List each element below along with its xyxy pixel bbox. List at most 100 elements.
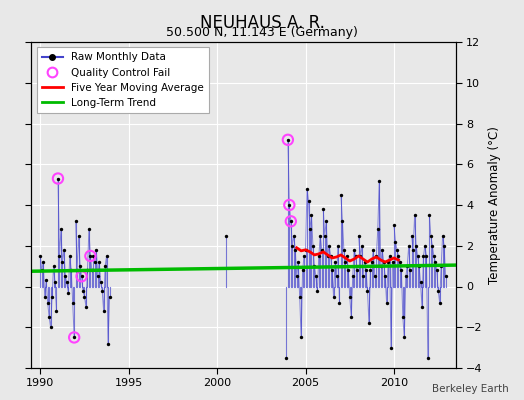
Point xyxy=(71,218,80,224)
Point xyxy=(384,259,392,265)
Point xyxy=(427,232,435,239)
Point xyxy=(356,253,364,259)
Point xyxy=(391,238,400,245)
Point xyxy=(297,334,305,341)
Point xyxy=(412,242,420,249)
Point xyxy=(82,304,90,310)
Point xyxy=(387,344,395,351)
Point xyxy=(287,218,295,224)
Point xyxy=(322,218,331,224)
Point xyxy=(104,340,112,347)
Point xyxy=(413,253,422,259)
Point xyxy=(383,300,391,306)
Point xyxy=(47,324,55,330)
Point xyxy=(344,267,353,274)
Point xyxy=(298,267,307,274)
Point xyxy=(60,247,68,253)
Point xyxy=(350,247,358,253)
Point xyxy=(432,267,441,274)
Point xyxy=(52,308,61,314)
Point xyxy=(86,253,94,259)
Point xyxy=(307,212,315,218)
Point xyxy=(368,259,376,265)
Point xyxy=(375,177,384,184)
Point xyxy=(434,287,442,294)
Point xyxy=(343,253,351,259)
Point xyxy=(431,259,440,265)
Point xyxy=(283,137,292,143)
Point xyxy=(222,232,230,239)
Point xyxy=(335,300,344,306)
Point xyxy=(401,273,410,280)
Point xyxy=(51,279,59,286)
Point xyxy=(363,287,372,294)
Point xyxy=(79,287,87,294)
Point xyxy=(435,300,444,306)
Point xyxy=(313,287,322,294)
Point xyxy=(64,290,72,296)
Point xyxy=(379,259,388,265)
Point xyxy=(306,226,314,233)
Point xyxy=(92,247,101,253)
Point xyxy=(338,218,346,224)
Point xyxy=(422,253,431,259)
Legend: Raw Monthly Data, Quality Control Fail, Five Year Moving Average, Long-Term Tren: Raw Monthly Data, Quality Control Fail, … xyxy=(37,47,209,113)
Point xyxy=(58,259,67,265)
Point xyxy=(408,232,416,239)
Point xyxy=(377,263,385,269)
Point xyxy=(285,202,293,208)
Point xyxy=(410,212,419,218)
Point xyxy=(378,247,386,253)
Point xyxy=(321,232,329,239)
Point xyxy=(55,253,63,259)
Point xyxy=(43,300,52,306)
Point xyxy=(98,287,106,294)
Point xyxy=(428,242,436,249)
Point xyxy=(366,267,375,274)
Point xyxy=(88,267,96,274)
Point xyxy=(294,259,302,265)
Point xyxy=(85,226,93,233)
Point xyxy=(388,259,397,265)
Point xyxy=(341,259,350,265)
Point xyxy=(312,273,320,280)
Point xyxy=(48,294,56,300)
Point xyxy=(405,242,413,249)
Text: Berkeley Earth: Berkeley Earth xyxy=(432,384,508,394)
Point xyxy=(437,263,445,269)
Point xyxy=(393,247,401,253)
Point xyxy=(70,334,79,341)
Point xyxy=(91,259,99,265)
Point xyxy=(385,253,394,259)
Point xyxy=(396,259,404,265)
Point xyxy=(66,253,74,259)
Text: 50.500 N, 11.143 E (Germany): 50.500 N, 11.143 E (Germany) xyxy=(166,26,358,39)
Point xyxy=(348,273,357,280)
Point xyxy=(36,253,45,259)
Point xyxy=(86,253,94,259)
Point xyxy=(287,218,295,224)
Point xyxy=(361,259,369,265)
Point xyxy=(357,242,366,249)
Point xyxy=(296,294,304,300)
Point xyxy=(325,242,333,249)
Point xyxy=(57,226,65,233)
Point xyxy=(70,334,79,341)
Point xyxy=(282,355,291,361)
Point xyxy=(78,273,86,280)
Point xyxy=(76,263,84,269)
Point xyxy=(105,294,114,300)
Point xyxy=(323,253,332,259)
Point xyxy=(369,247,377,253)
Point xyxy=(80,294,89,300)
Point xyxy=(417,279,425,286)
Point xyxy=(330,294,338,300)
Point xyxy=(328,267,336,274)
Point xyxy=(83,267,92,274)
Y-axis label: Temperature Anomaly (°C): Temperature Anomaly (°C) xyxy=(488,126,501,284)
Point xyxy=(381,273,389,280)
Point xyxy=(421,242,429,249)
Point xyxy=(61,273,70,280)
Point xyxy=(101,263,110,269)
Point xyxy=(96,279,105,286)
